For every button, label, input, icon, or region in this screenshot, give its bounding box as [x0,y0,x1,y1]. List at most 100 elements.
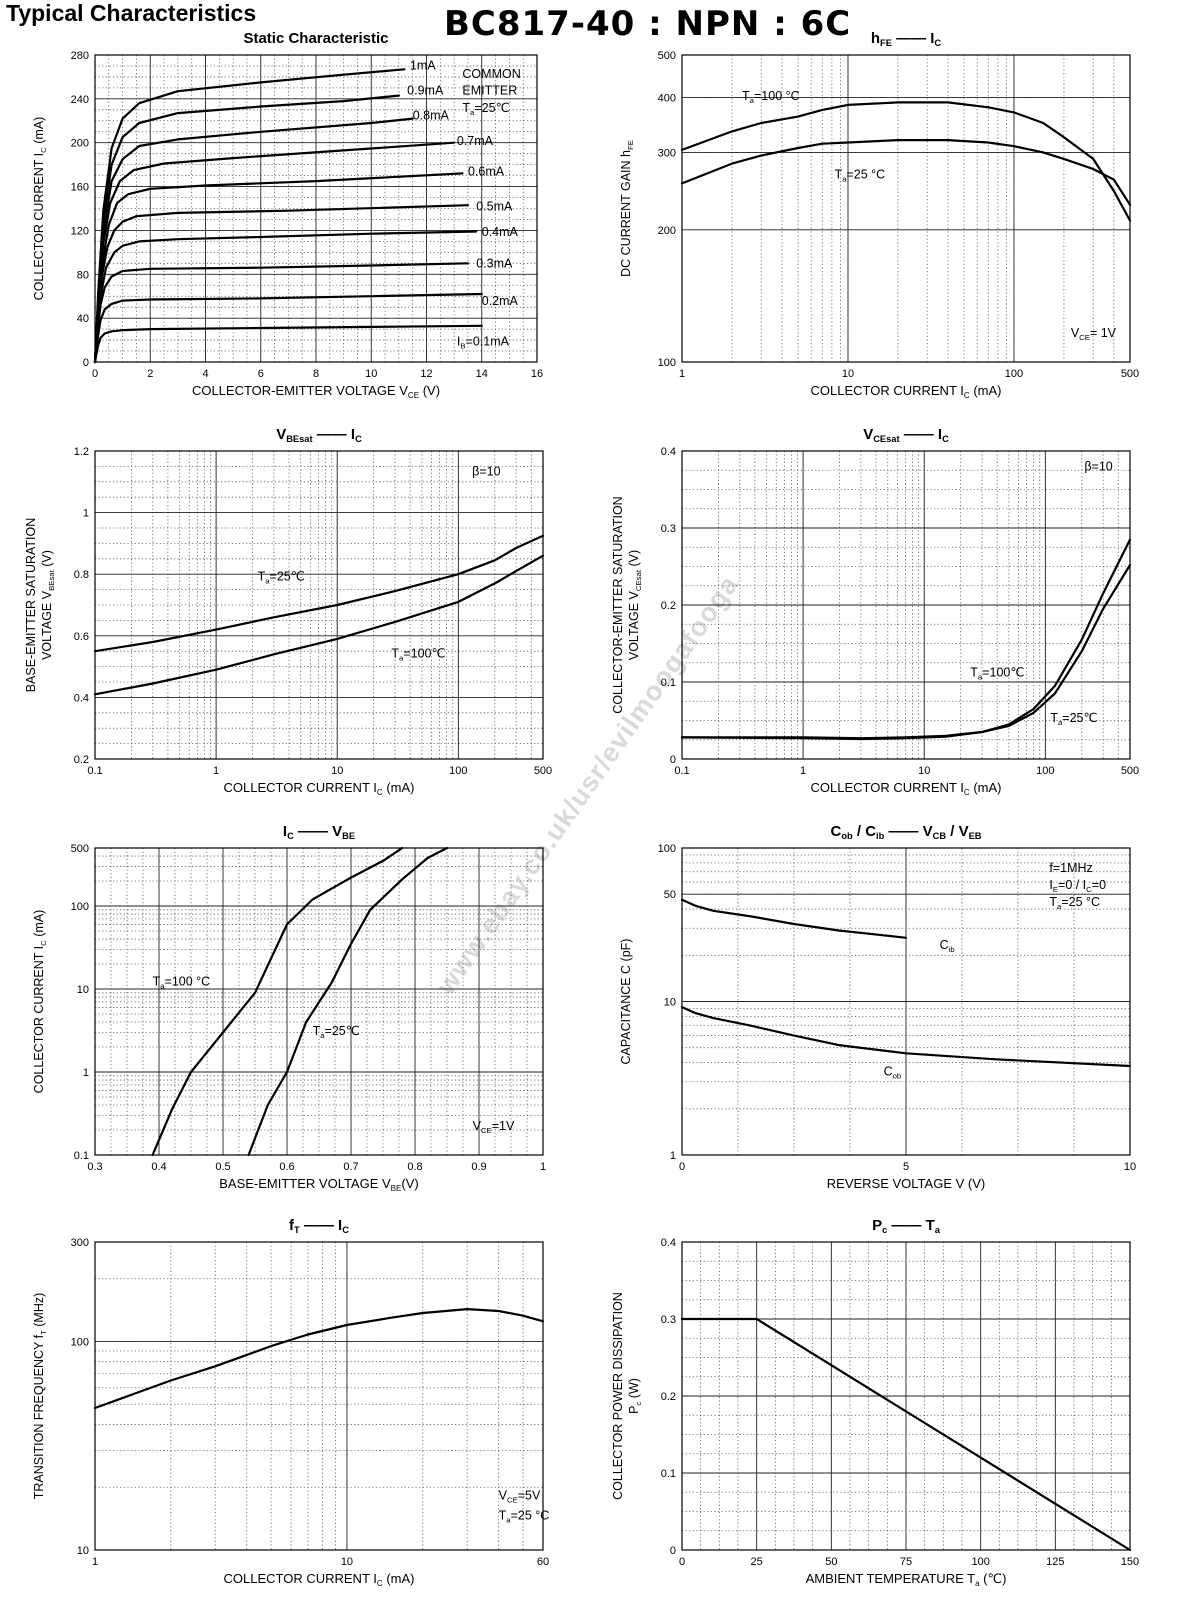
series-line [93,230,478,364]
annotation-label: Ta=100 °C [153,975,211,991]
annotation-label: Cib [940,938,955,954]
chart-c8: 0 25 50 75 100 125 150 0 0.1 0.2 0.3 0.4 Pc —— Ta AMB… [611,1217,1139,1588]
part-number-title: BC817-40 : NPN : 6C [444,4,852,44]
y-tick-label: 10 [77,984,89,996]
series-line [680,1006,1132,1068]
y-tick-label: 0.4 [74,692,89,704]
x-axis-label: COLLECTOR CURRENT IC (mA) [811,383,1002,400]
x-tick-label: 0.8 [407,1161,422,1173]
chart-c5: 0.3 0.4 0.5 0.6 0.7 0.8 0.9 1 0.1 1 10 100 500 Ta=100… [32,823,546,1193]
series-line [680,898,908,939]
series-line [680,101,1132,222]
x-tick-label: 100 [449,765,467,777]
series-line [93,1308,545,1410]
x-tick-label: 50 [825,1556,837,1568]
annotation-label: 1mA [410,58,436,72]
annotation-label: Ta=25 °C [835,167,886,183]
x-tick-label: 6 [258,368,264,380]
y-tick-label: 100 [658,843,676,855]
x-tick-label: 100 [1036,765,1054,777]
x-axis-label: COLLECTOR-EMITTER VOLTAGE VCE (V) [192,383,440,400]
chart-c6: 0 5 10 1 10 50 100 Cib Cob f=1MHz IE=0 / IC=0Ta=25… [619,823,1136,1191]
x-tick-label: 75 [900,1556,912,1568]
x-tick-label: 1 [92,1556,98,1568]
series-line [93,68,406,364]
annotation-label: Ta=25℃ [1050,711,1097,727]
chart-title: Static Characteristic [243,30,388,47]
y-tick-label: 160 [71,182,89,194]
y-tick-label: 1 [83,508,89,520]
series-line [680,563,1132,740]
y-tick-label: 50 [664,889,676,901]
annotation-label: Ta=25 °C [1049,895,1100,911]
annotation-label: 0.3mA [476,257,513,271]
annotation-label: Ta=100℃ [970,666,1024,682]
y-tick-label: 80 [77,269,89,281]
annotation-label: f=1MHz [1049,861,1092,875]
y-tick-label: 0.1 [74,1150,89,1162]
chart-title: Cob / Cib —— VCB / VEB [830,823,981,841]
y-axis-label: COLLECTOR-EMITTER SATURATION [611,496,625,713]
x-tick-label: 10 [331,765,343,777]
plot-frame [94,54,538,363]
plot-frame [94,450,544,760]
y-axis-label: BASE-EMITTER SATURATION [24,518,38,693]
annotation-label: IE=0 / IC=0 [1049,878,1106,894]
plot-frame [681,54,1131,363]
y-tick-label: 100 [71,901,89,913]
y-tick-label: 1 [670,1150,676,1162]
y-tick-label: 1.2 [74,446,89,458]
section-title: Typical Characteristics [6,0,257,26]
x-tick-label: 12 [420,368,432,380]
series-line [93,262,469,364]
x-tick-label: 2 [147,368,153,380]
x-axis-label: COLLECTOR CURRENT IC (mA) [811,780,1002,797]
y-tick-label: 100 [658,357,676,369]
x-tick-label: 1 [679,368,685,380]
x-axis-label: COLLECTOR CURRENT IC (mA) [224,780,415,797]
chart-title: Pc —— Ta [872,1217,941,1235]
plot-frame [681,1241,1131,1551]
x-tick-label: 0.4 [151,1161,166,1173]
x-tick-label: 0.3 [87,1161,102,1173]
series-line [93,554,545,696]
y-tick-label: 0.1 [661,1468,676,1480]
x-tick-label: 100 [1005,368,1023,380]
x-tick-label: 10 [365,368,377,380]
series-line [680,139,1132,206]
y-tick-label: 240 [71,94,89,106]
series-line [93,292,483,364]
y-axis-label-2: VOLTAGE VBEsat (V) [40,550,56,660]
x-tick-label: 1 [540,1161,546,1173]
annotation-label: EMITTER [462,83,517,97]
y-tick-label: 0.3 [661,1314,676,1326]
x-tick-label: 1 [800,765,806,777]
annotation-label: Ta=25℃ [462,101,509,117]
y-axis-label: TRANSITION FREQUENCY fT (MHz) [32,1293,48,1500]
chart-title: hFE —— IC [871,30,942,48]
annotation-label: 0.9mA [407,83,444,97]
x-axis-label: BASE-EMITTER VOLTAGE VBE(V) [219,1176,419,1193]
y-tick-label: 10 [664,997,676,1009]
annotation-label: VCE= 1V [1071,326,1117,342]
y-tick-label: 0.2 [74,754,89,766]
y-tick-label: 0.2 [661,1391,676,1403]
x-tick-label: 10 [918,765,930,777]
x-tick-label: 10 [341,1556,353,1568]
annotation-label: 0.4mA [482,225,519,239]
chart-title: VCEsat —— IC [863,426,949,444]
y-tick-label: 500 [71,843,89,855]
x-tick-label: 60 [537,1556,549,1568]
y-tick-label: 100 [71,1336,89,1348]
series-line [93,204,469,364]
x-tick-label: 14 [476,368,488,380]
chart-c4: 0.1 1 10 100 50000.10.20.30.4Ta=100℃Ta=25℃β=… [611,426,1139,797]
y-tick-label: 300 [71,1237,89,1249]
x-tick-label: 25 [751,1556,763,1568]
series-line [93,324,483,364]
annotation-label: Cob [884,1064,902,1080]
x-tick-label: 100 [971,1556,989,1568]
plot-frame [94,847,544,1156]
